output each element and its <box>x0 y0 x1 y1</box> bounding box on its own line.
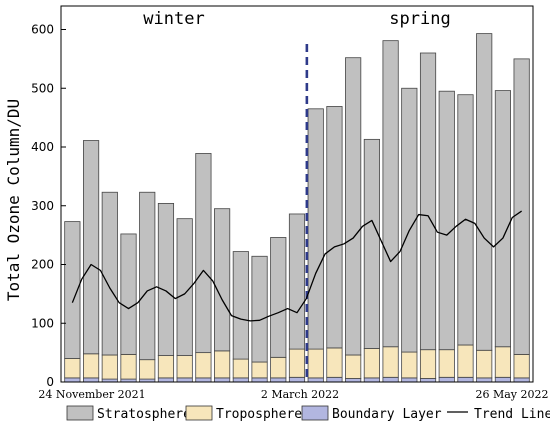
trend-line <box>71 210 523 322</box>
plot-frame <box>60 5 534 383</box>
bar-boundary-layer <box>382 376 399 383</box>
bar-stratosphere <box>382 40 399 348</box>
bar-boundary-layer <box>438 376 455 383</box>
bar-boundary-layer <box>195 377 212 383</box>
bar-troposphere <box>288 348 306 378</box>
bar-boundary-layer <box>176 377 193 383</box>
bar-troposphere <box>270 356 287 379</box>
date-label-end: 26 May 2022 <box>475 388 548 401</box>
bar-boundary-layer <box>345 378 362 383</box>
bars-layer <box>64 33 530 383</box>
bar-boundary-layer <box>457 376 474 383</box>
date-label-start: 24 November 2021 <box>38 388 145 401</box>
bar-stratosphere <box>345 57 362 356</box>
bar-stratosphere <box>476 33 493 351</box>
bar-troposphere <box>232 358 249 379</box>
bar-stratosphere <box>101 191 118 356</box>
bar-boundary-layer <box>64 377 81 383</box>
legend-label-boundary-layer: Boundary Layer <box>332 407 442 422</box>
bar-boundary-layer <box>157 377 175 383</box>
bar-troposphere <box>64 358 81 379</box>
bar-stratosphere <box>288 213 306 350</box>
bar-stratosphere <box>176 218 193 356</box>
bar-stratosphere <box>120 233 137 355</box>
bar-stratosphere <box>419 52 437 351</box>
bar-troposphere <box>83 353 100 379</box>
bar-troposphere <box>176 355 193 379</box>
legend: Stratosphere Troposphere Boundary Layer … <box>66 405 550 422</box>
y-tick-label: 100 <box>31 316 54 330</box>
bar-stratosphere <box>363 138 380 349</box>
bar-troposphere <box>139 359 156 380</box>
bar-boundary-layer <box>83 377 100 383</box>
bar-stratosphere <box>195 153 212 354</box>
y-tick-label: 600 <box>31 23 54 37</box>
bar-boundary-layer <box>288 376 306 383</box>
season-label-spring: spring <box>389 9 450 29</box>
bar-stratosphere <box>214 208 231 352</box>
legend-swatch-stratosphere <box>66 405 94 421</box>
bar-boundary-layer <box>270 377 287 383</box>
bar-boundary-layer <box>251 377 268 383</box>
bar-boundary-layer <box>214 377 231 383</box>
bar-stratosphere <box>270 237 287 358</box>
bar-troposphere <box>438 349 455 378</box>
y-tick-label: 400 <box>31 140 54 154</box>
bar-troposphere <box>494 346 511 378</box>
legend-swatch-boundary-layer <box>301 405 329 421</box>
bar-stratosphere <box>251 255 268 363</box>
bar-stratosphere <box>64 221 81 359</box>
bar-stratosphere <box>494 90 511 348</box>
bar-troposphere <box>326 347 343 378</box>
trend-layer <box>71 210 523 322</box>
bar-troposphere <box>401 351 418 379</box>
bar-boundary-layer <box>513 377 530 383</box>
bar-troposphere <box>307 348 324 379</box>
bar-boundary-layer <box>401 377 418 383</box>
bar-troposphere <box>345 354 362 379</box>
date-label-middle: 2 March 2022 <box>261 388 339 401</box>
bar-troposphere <box>195 352 212 379</box>
y-tick-label: 500 <box>31 81 54 95</box>
bar-stratosphere <box>83 140 100 355</box>
bar-stratosphere <box>157 202 175 356</box>
bar-troposphere <box>476 349 493 379</box>
bar-stratosphere <box>438 90 455 351</box>
bar-stratosphere <box>139 191 156 361</box>
bar-boundary-layer <box>419 378 437 383</box>
y-axis-title: Total Ozone Column/DU <box>4 99 23 301</box>
bar-boundary-layer <box>363 377 380 383</box>
bar-troposphere <box>214 350 231 379</box>
bar-troposphere <box>419 349 437 379</box>
bar-troposphere <box>382 346 399 378</box>
bar-troposphere <box>513 353 530 379</box>
legend-label-trend-line: Trend Line <box>474 407 550 422</box>
bar-boundary-layer <box>326 376 343 383</box>
bar-stratosphere <box>401 87 418 353</box>
bar-stratosphere <box>326 106 343 349</box>
bar-troposphere <box>157 355 175 379</box>
bar-troposphere <box>251 361 268 379</box>
bar-stratosphere <box>232 251 249 360</box>
legend-label-stratosphere: Stratosphere <box>97 407 191 422</box>
bar-stratosphere <box>513 58 530 355</box>
bar-stratosphere <box>307 108 324 350</box>
y-tick-label: 0 <box>46 375 54 389</box>
legend-swatch-troposphere <box>185 405 213 421</box>
bar-troposphere <box>101 354 118 380</box>
bar-boundary-layer <box>307 377 324 383</box>
season-label-winter: winter <box>143 9 204 29</box>
bar-troposphere <box>363 348 380 379</box>
bar-boundary-layer <box>476 377 493 383</box>
bar-boundary-layer <box>232 377 249 383</box>
bar-troposphere <box>457 344 474 378</box>
bar-troposphere <box>120 353 137 380</box>
legend-label-troposphere: Troposphere <box>216 407 302 422</box>
y-axis: 0 100 200 300 400 500 600 <box>31 23 66 389</box>
bar-boundary-layer <box>494 376 511 383</box>
y-tick-label: 200 <box>31 258 54 272</box>
y-tick-label: 300 <box>31 199 54 213</box>
